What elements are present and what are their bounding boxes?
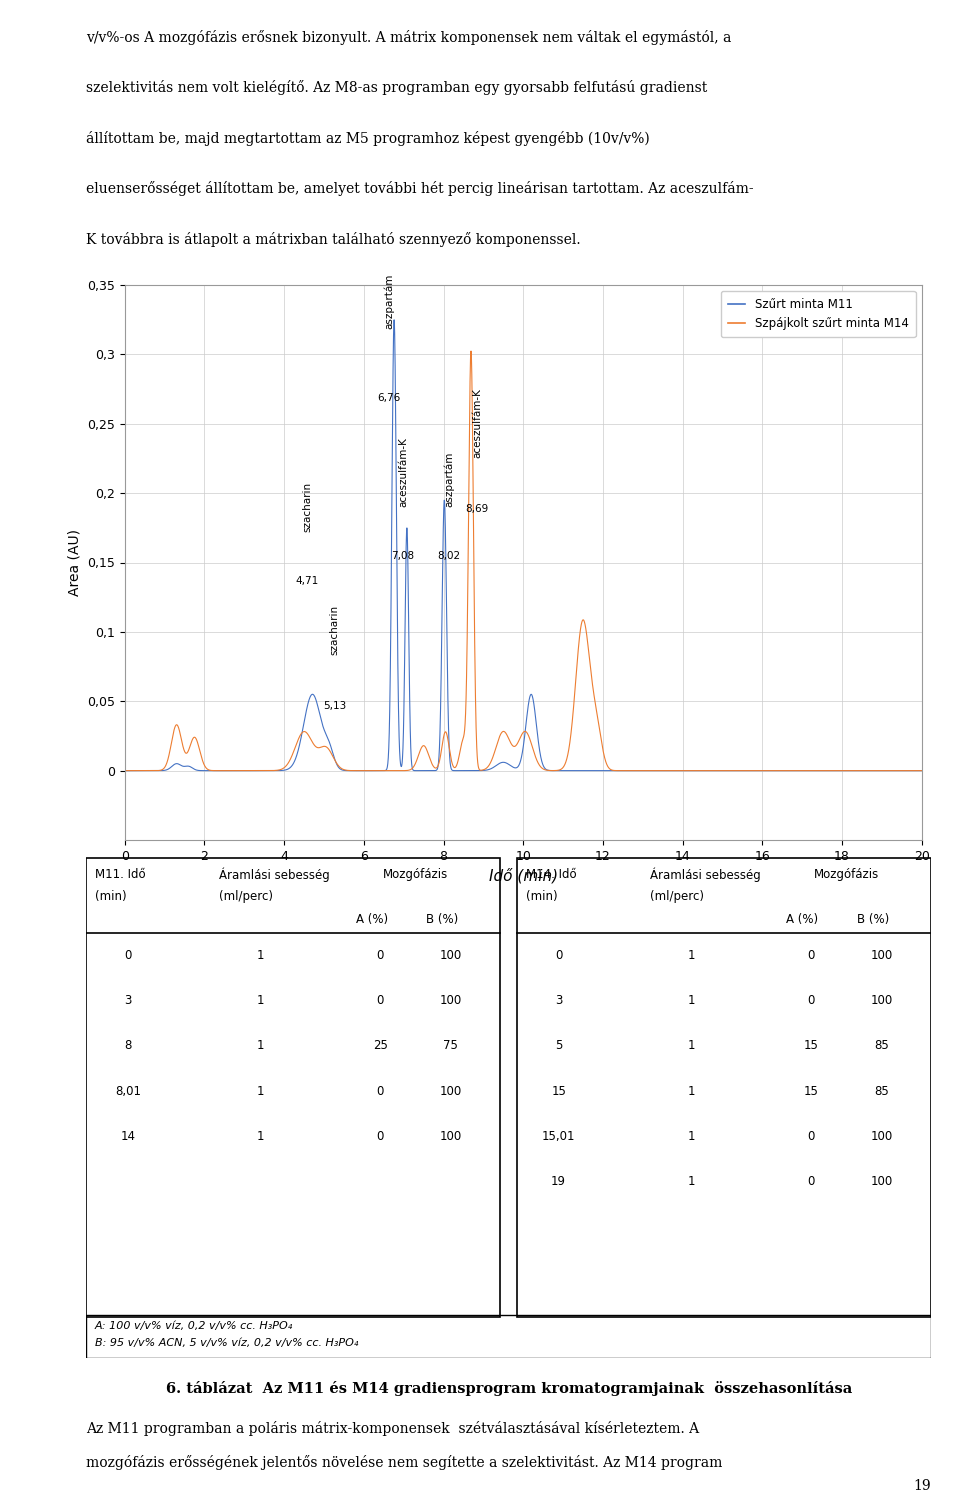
Text: 100: 100 xyxy=(440,1084,462,1098)
Text: 0: 0 xyxy=(555,950,563,962)
Bar xyxy=(517,858,931,1317)
Text: Áramlási sebesség: Áramlási sebesség xyxy=(650,867,760,882)
Text: 3: 3 xyxy=(124,994,132,1006)
Text: 1: 1 xyxy=(687,1084,695,1098)
Text: aszpartám: aszpartám xyxy=(444,452,454,507)
Text: A (%): A (%) xyxy=(786,914,819,926)
Text: 0: 0 xyxy=(376,994,384,1006)
Text: 19: 19 xyxy=(551,1174,566,1188)
Text: 100: 100 xyxy=(871,1174,893,1188)
Text: állítottam be, majd megtartottam az M5 programhoz képest gyengébb (10v/v%): állítottam be, majd megtartottam az M5 p… xyxy=(86,130,650,146)
Text: aceszulfám-K: aceszulfám-K xyxy=(472,388,482,459)
Text: 5: 5 xyxy=(555,1040,563,1053)
Text: szacharin: szacharin xyxy=(302,482,312,532)
Text: M14. Idő: M14. Idő xyxy=(526,867,576,880)
Text: 7,08: 7,08 xyxy=(392,552,415,561)
Text: 85: 85 xyxy=(875,1040,889,1053)
Text: 100: 100 xyxy=(440,950,462,962)
Text: 1: 1 xyxy=(687,950,695,962)
Text: Mozgófázis: Mozgófázis xyxy=(814,867,879,880)
Text: A: 100 v/v% víz, 0,2 v/v% cc. H₃PO₄: A: 100 v/v% víz, 0,2 v/v% cc. H₃PO₄ xyxy=(95,1322,293,1332)
Text: 8,69: 8,69 xyxy=(466,504,489,515)
Text: Az M11 programban a poláris mátrix-komponensek  szétválasztásával kísérleteztem.: Az M11 programban a poláris mátrix-kompo… xyxy=(86,1420,700,1436)
Text: szacharin: szacharin xyxy=(329,606,340,656)
Text: 100: 100 xyxy=(440,1130,462,1143)
Text: eluenserősséget állítottam be, amelyet további hét percig lineárisan tartottam. : eluenserősséget állítottam be, amelyet t… xyxy=(86,182,754,196)
Text: 0: 0 xyxy=(376,950,384,962)
Text: mozgófázis erősségének jelentős növelése nem segítette a szelektivitást. Az M14 : mozgófázis erősségének jelentős növelése… xyxy=(86,1455,723,1470)
Text: 1: 1 xyxy=(687,1174,695,1188)
Text: v/v%-os A mozgófázis erősnek bizonyult. A mátrix komponensek nem váltak el egymá: v/v%-os A mozgófázis erősnek bizonyult. … xyxy=(86,30,732,45)
Text: 100: 100 xyxy=(871,950,893,962)
Text: 85: 85 xyxy=(875,1084,889,1098)
Text: 0: 0 xyxy=(376,1084,384,1098)
Text: 100: 100 xyxy=(871,994,893,1006)
Text: aszpartám: aszpartám xyxy=(384,274,395,330)
Text: 8: 8 xyxy=(124,1040,132,1053)
X-axis label: Idő (min): Idő (min) xyxy=(489,868,558,883)
Text: 0: 0 xyxy=(807,1174,815,1188)
Text: 0: 0 xyxy=(376,1130,384,1143)
Bar xyxy=(86,1316,931,1358)
Text: 0: 0 xyxy=(807,1130,815,1143)
Text: 6,76: 6,76 xyxy=(377,393,400,404)
Text: 0: 0 xyxy=(807,950,815,962)
Text: 15,01: 15,01 xyxy=(541,1130,575,1143)
Text: szelektivitás nem volt kielégítő. Az M8-as programban egy gyorsabb felfutású gra: szelektivitás nem volt kielégítő. Az M8-… xyxy=(86,81,708,96)
Text: (min): (min) xyxy=(95,890,127,903)
Text: 15: 15 xyxy=(804,1040,819,1053)
Text: K továbbra is átlapolt a mátrixban található szennyező komponenssel.: K továbbra is átlapolt a mátrixban talál… xyxy=(86,231,581,246)
Text: aceszulfám-K: aceszulfám-K xyxy=(397,436,408,507)
Text: 1: 1 xyxy=(256,1040,264,1053)
Text: 1: 1 xyxy=(256,1084,264,1098)
Text: 100: 100 xyxy=(871,1130,893,1143)
Text: 4,71: 4,71 xyxy=(296,576,319,586)
Text: 0: 0 xyxy=(807,994,815,1006)
Y-axis label: Area (AU): Area (AU) xyxy=(67,530,82,596)
Text: 8,01: 8,01 xyxy=(115,1084,141,1098)
Text: 1: 1 xyxy=(256,994,264,1006)
Text: 8,02: 8,02 xyxy=(437,552,460,561)
Text: Mozgófázis: Mozgófázis xyxy=(383,867,448,880)
Text: M11. Idő: M11. Idő xyxy=(95,867,146,880)
Text: 15: 15 xyxy=(804,1084,819,1098)
Text: 1: 1 xyxy=(256,1130,264,1143)
Text: 25: 25 xyxy=(372,1040,388,1053)
Text: (ml/perc): (ml/perc) xyxy=(219,890,273,903)
Text: 19: 19 xyxy=(914,1479,931,1492)
Text: B: 95 v/v% ACN, 5 v/v% víz, 0,2 v/v% cc. H₃PO₄: B: 95 v/v% ACN, 5 v/v% víz, 0,2 v/v% cc.… xyxy=(95,1338,358,1348)
Text: 5,13: 5,13 xyxy=(324,702,347,711)
Text: 6. táblázat  Az M11 és M14 gradiensprogram kromatogramjainak  összehasonlítása: 6. táblázat Az M11 és M14 gradiensprogra… xyxy=(166,1382,852,1396)
Text: B (%): B (%) xyxy=(426,914,458,926)
Text: A (%): A (%) xyxy=(355,914,388,926)
Text: (min): (min) xyxy=(526,890,558,903)
Text: B (%): B (%) xyxy=(857,914,889,926)
Text: 1: 1 xyxy=(687,994,695,1006)
Text: 1: 1 xyxy=(256,950,264,962)
Text: 15: 15 xyxy=(551,1084,566,1098)
Text: 1: 1 xyxy=(687,1130,695,1143)
Text: 3: 3 xyxy=(555,994,563,1006)
Text: 14: 14 xyxy=(120,1130,135,1143)
Bar xyxy=(86,858,500,1317)
Text: (ml/perc): (ml/perc) xyxy=(650,890,704,903)
Text: 75: 75 xyxy=(444,1040,458,1053)
Legend: Szűrt minta M11, Szpájkolt szűrt minta M14: Szűrt minta M11, Szpájkolt szűrt minta M… xyxy=(721,291,916,338)
Text: 0: 0 xyxy=(124,950,132,962)
Text: 1: 1 xyxy=(687,1040,695,1053)
Text: Áramlási sebesség: Áramlási sebesség xyxy=(219,867,330,882)
Text: 100: 100 xyxy=(440,994,462,1006)
